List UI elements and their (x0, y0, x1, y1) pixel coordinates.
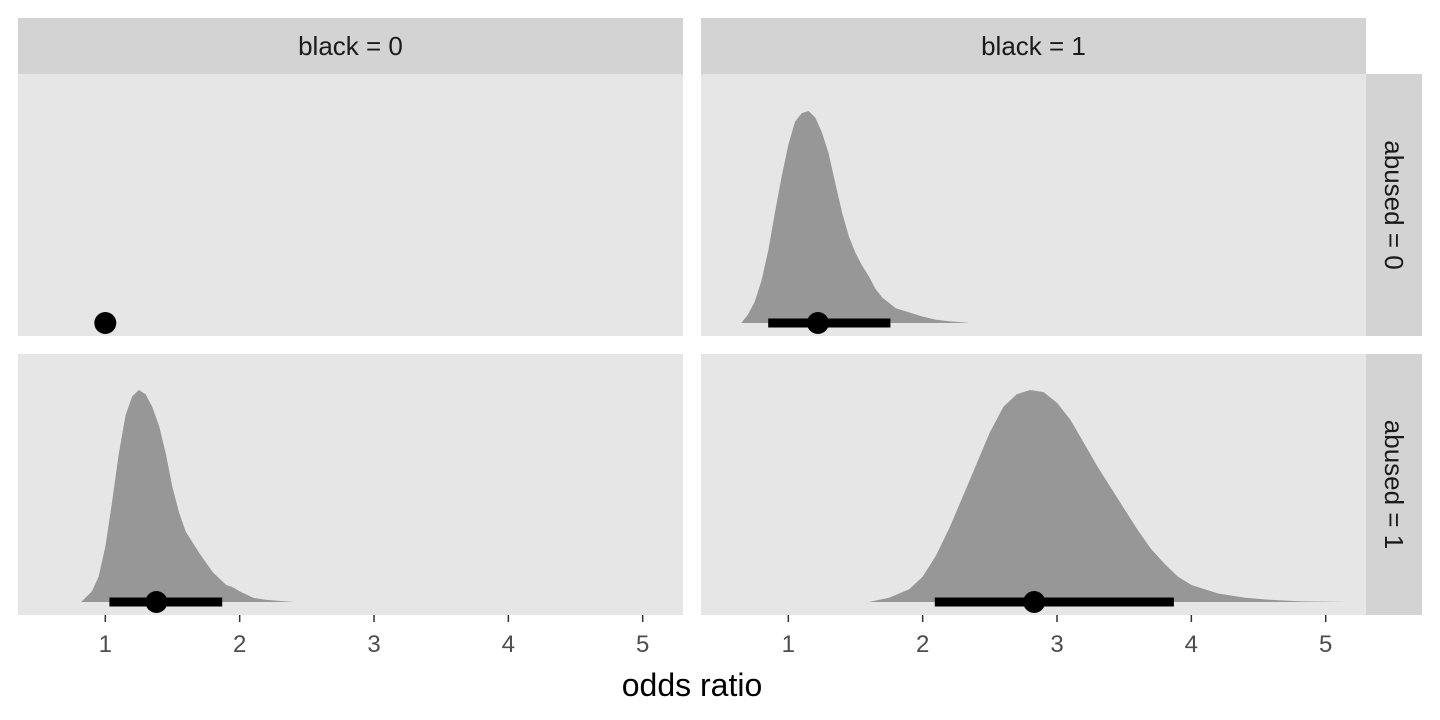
point-estimate (1023, 591, 1046, 613)
density-curve (868, 390, 1346, 602)
point-estimate (145, 591, 168, 613)
point-estimate (94, 312, 117, 334)
panel-black0-abused1 (18, 354, 683, 615)
panel-black0-abused0 (18, 74, 683, 336)
density-curve (81, 390, 294, 602)
x-tick-label: 5 (636, 631, 649, 658)
row-strip-1: abused = 1 (1366, 354, 1422, 615)
row-strip-label-1: abused = 1 (1379, 420, 1409, 549)
x-tick-label: 1 (99, 631, 112, 658)
panel-black1-abused1 (701, 354, 1366, 615)
x-tick-label: 4 (1185, 631, 1198, 658)
x-tick-label: 1 (782, 631, 795, 658)
x-tick-label: 3 (1050, 631, 1063, 658)
x-tick-label: 5 (1319, 631, 1332, 658)
x-tick-label: 2 (916, 631, 929, 658)
column-strip-label-0: black = 0 (298, 31, 403, 61)
column-strip-label-1: black = 1 (981, 31, 1086, 61)
panel-background (18, 74, 683, 336)
density-curve (741, 111, 970, 323)
x-axis-left: 1 2 3 4 5 (99, 615, 649, 658)
x-axis-title: odds ratio (622, 667, 763, 703)
column-strip-1: black = 1 (701, 18, 1366, 74)
x-tick-label: 2 (233, 631, 246, 658)
panel-black1-abused0 (701, 74, 1366, 336)
x-axis-right: 1 2 3 4 5 (782, 615, 1332, 658)
x-tick-label: 4 (502, 631, 515, 658)
row-strip-label-0: abused = 0 (1379, 140, 1409, 269)
point-estimate (806, 312, 829, 334)
x-tick-label: 3 (367, 631, 380, 658)
row-strip-0: abused = 0 (1366, 74, 1422, 336)
column-strip-0: black = 0 (18, 18, 683, 74)
